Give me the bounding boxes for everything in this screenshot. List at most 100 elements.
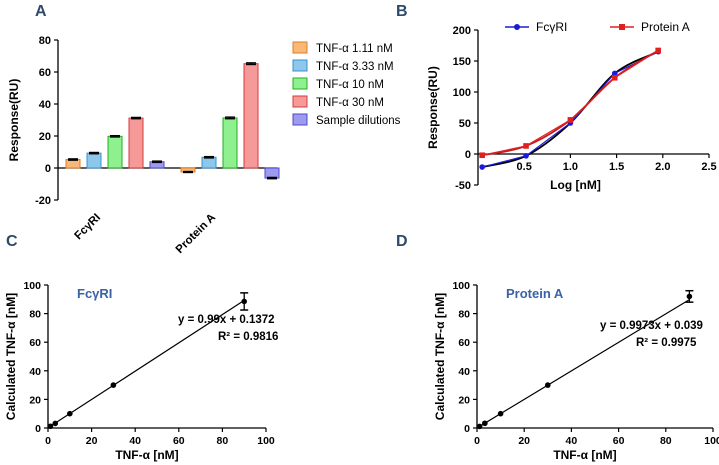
x-tick-label: 80 — [660, 435, 672, 447]
chart-title: Protein A — [506, 286, 564, 301]
data-point — [479, 152, 485, 159]
y-axis-label: Calculated TNF-α [nM] — [433, 293, 447, 420]
bar — [128, 117, 144, 169]
data-point — [611, 74, 618, 81]
y-tick-label: 100 — [452, 280, 470, 292]
equation-label: y = 0.9973x + 0.039 — [600, 320, 703, 332]
data-point — [523, 153, 529, 159]
regression-line — [476, 299, 690, 429]
data-point — [482, 420, 488, 427]
legend-marker — [619, 24, 625, 30]
x-axis-label: TNF-α [nM] — [553, 448, 616, 462]
panel-label-a: A — [35, 3, 47, 20]
y-tick-label: 60 — [39, 67, 51, 79]
chart-title: FcγRI — [77, 286, 112, 301]
data-point — [476, 423, 483, 430]
data-point — [47, 423, 54, 430]
y-axis-label: Calculated TNF-α [nM] — [4, 293, 18, 420]
legend-label: TNF-α 30 nM — [316, 97, 384, 109]
series-line — [481, 49, 659, 157]
x-tick-label: 0 — [474, 435, 480, 447]
bar — [201, 156, 217, 169]
y-tick-label: 80 — [458, 309, 470, 321]
panel-label-b: B — [396, 3, 408, 20]
legend-label: TNF-α 3.33 nM — [316, 61, 394, 73]
y-tick-label: 100 — [453, 87, 471, 99]
y-tick-label: 40 — [458, 366, 470, 378]
bar — [222, 117, 238, 169]
y-tick-label: 0 — [45, 163, 51, 175]
legend-label: TNF-α 10 nM — [316, 79, 384, 91]
data-point — [110, 382, 117, 388]
x-tick-label: 0.5 — [517, 161, 532, 173]
y-tick-label: 50 — [459, 118, 471, 130]
y-tick-label: 20 — [29, 394, 41, 406]
legend-swatch — [292, 113, 308, 126]
legend-swatch — [292, 95, 308, 108]
y-axis-label: Response(RU) — [7, 79, 21, 162]
x-tick-label: 20 — [518, 435, 530, 447]
data-point — [241, 298, 247, 305]
x-tick-label: 1.0 — [563, 161, 578, 173]
x-tick-label: 60 — [173, 435, 185, 447]
y-axis-label: Response(RU) — [426, 66, 440, 149]
x-tick-label: 100 — [257, 435, 275, 447]
data-point — [611, 70, 618, 77]
y-tick-label: 150 — [453, 56, 471, 68]
regression-line — [47, 299, 245, 429]
y-tick-label: 80 — [29, 309, 41, 321]
data-point — [52, 420, 59, 427]
x-category-label: Protein A — [174, 212, 218, 256]
y-tick-label: -20 — [35, 195, 51, 207]
chart-b: -50 0 50 100 150 200 0.5 1.0 1.5 2.0 2.5 Log [nM] Re… — [426, 20, 717, 192]
y-tick-label: 60 — [458, 337, 470, 349]
legend-label: TNF-α 1.11 nM — [316, 43, 393, 55]
bar — [107, 135, 123, 169]
y-tick-label: -50 — [455, 180, 471, 192]
x-tick-label: 100 — [704, 435, 719, 447]
equation-label: y = 0.99x + 0.1372 — [178, 314, 275, 326]
data-point — [655, 47, 661, 54]
legend-swatch — [292, 77, 308, 90]
y-tick-label: 80 — [39, 35, 51, 47]
x-tick-label: 40 — [566, 435, 578, 447]
chart-a: -20 0 20 40 60 80 Response(RU) FcγRI Protein A TN… — [7, 35, 401, 256]
r-squared-label: R² = 0.9816 — [218, 331, 278, 343]
chart-c: 0 20 40 60 80 100 0 20 40 60 80 100 TNF-α [nM] Calcul… — [4, 280, 278, 462]
x-tick-label: 20 — [86, 435, 98, 447]
legend-label: FcγRI — [536, 20, 567, 34]
legend-marker — [514, 24, 520, 30]
y-tick-label: 100 — [23, 280, 41, 292]
data-point — [686, 293, 693, 300]
panel-label-c: C — [6, 233, 18, 250]
y-tick-label: 0 — [35, 423, 41, 435]
x-tick-label: 2.5 — [701, 161, 716, 173]
bar — [86, 152, 102, 169]
x-tick-label: 2.0 — [655, 161, 670, 173]
x-axis-label: TNF-α [nM] — [115, 448, 178, 462]
x-category-label: FcγRI — [72, 212, 103, 243]
legend-label: Sample dilutions — [316, 115, 401, 127]
x-tick-label: 40 — [129, 435, 141, 447]
x-tick-label: 1.5 — [609, 161, 624, 173]
bar — [243, 63, 259, 169]
legend-swatch — [292, 59, 308, 72]
y-tick-label: 60 — [29, 337, 41, 349]
y-tick-label: 0 — [464, 423, 470, 435]
y-tick-label: 20 — [458, 394, 470, 406]
r-squared-label: R² = 0.9975 — [636, 337, 697, 349]
bar — [264, 167, 280, 179]
y-tick-label: 0 — [465, 149, 471, 161]
x-tick-label: 60 — [613, 435, 625, 447]
panel-label-d: D — [396, 233, 408, 250]
legend-label: Protein A — [641, 20, 690, 34]
data-point — [567, 117, 574, 123]
x-tick-label: 0 — [45, 435, 51, 447]
data-point — [523, 143, 529, 149]
y-tick-label: 40 — [39, 99, 51, 111]
x-tick-label: 80 — [217, 435, 229, 447]
y-tick-label: 40 — [29, 366, 41, 378]
chart-d: 0 20 40 60 80 100 0 20 40 60 80 100 TNF-α [nM] Calcul… — [433, 280, 719, 462]
